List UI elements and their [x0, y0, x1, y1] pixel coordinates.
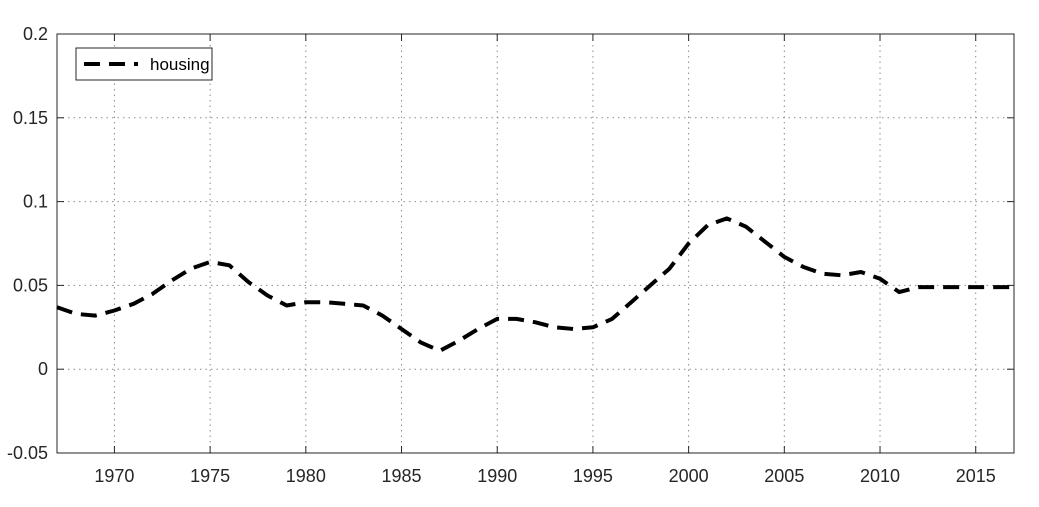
x-tick-label: 1970 [94, 466, 134, 486]
legend-label: housing [150, 55, 210, 74]
axes-frame [56, 33, 1015, 454]
legend: housing [75, 47, 213, 81]
y-tick-label: 0.05 [13, 275, 48, 295]
plot-background [57, 34, 1014, 453]
y-tick-label: 0.2 [23, 24, 48, 44]
x-tick-label: 2005 [764, 466, 804, 486]
x-tick-label: 2000 [669, 466, 709, 486]
x-tick-label: 1995 [573, 466, 613, 486]
y-tick-label: 0 [38, 359, 48, 379]
y-tick-label: 0.15 [13, 108, 48, 128]
axes: 1970 1975 1980 1985 1990 1995 2000 2005 2010 2015… [7, 24, 1015, 486]
x-tick-label: 2015 [956, 466, 996, 486]
x-tick-label: 1990 [477, 466, 517, 486]
x-tick-label: 1980 [286, 466, 326, 486]
data-series [56, 216, 1014, 353]
series-line-housing [56, 216, 1014, 353]
y-tick-label: 0.1 [23, 192, 48, 212]
x-tick-label: 2010 [860, 466, 900, 486]
x-tick-label: 1975 [190, 466, 230, 486]
x-tick-label: 1985 [381, 466, 421, 486]
y-tick-label: -0.05 [7, 443, 48, 463]
